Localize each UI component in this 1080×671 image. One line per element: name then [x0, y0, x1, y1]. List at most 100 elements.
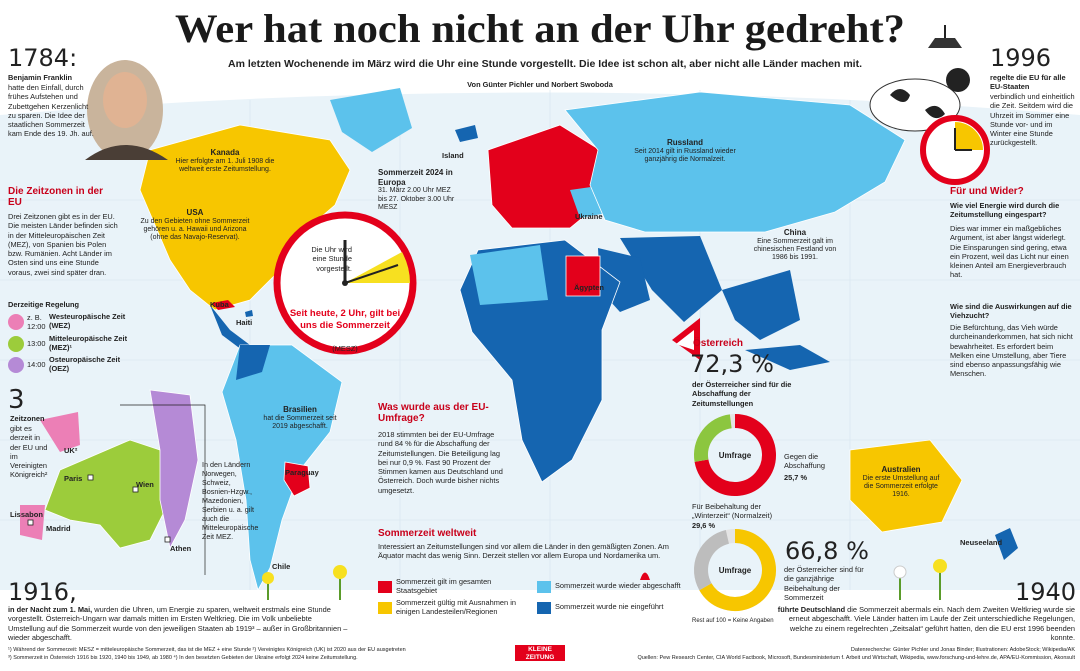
note-title: China — [783, 228, 807, 237]
text: in der Nacht zum 1. Mai, wurden die Uhre… — [8, 605, 348, 642]
donut-segment — [694, 530, 730, 591]
answer: Die Befürchtung, das Vieh würde durchein… — [950, 323, 1073, 379]
country: Chile — [272, 562, 291, 571]
year: 1940 — [1015, 578, 1077, 606]
zone-swatch — [8, 314, 24, 330]
city: UK² — [64, 446, 78, 455]
text: verbindlich und einheitlich die Zeit. Se… — [990, 92, 1075, 148]
note-text: Die erste Umstellung auf die Sommerzeit … — [862, 474, 940, 499]
city: Paris — [64, 474, 83, 483]
text: hatte den Einfall, durch frühes Aufstehe… — [8, 83, 94, 139]
franklin-portrait — [85, 60, 168, 160]
country: Haiti — [236, 318, 253, 327]
logo: KLEINE ZEITUNG — [525, 646, 555, 662]
winter-text: Für Beibehaltung der „Winterzeit“ (Norma… — [692, 502, 773, 521]
credits: Datenrecherche: Günter Pichler und Jonas… — [850, 647, 1075, 653]
bold: Zeitzonen — [10, 414, 45, 423]
zone-legend: z. B. 12:00 Westeuropäische Zeit (WEZ) 13:… — [8, 313, 128, 377]
number: 3 — [8, 385, 25, 415]
paraguay — [283, 461, 311, 497]
legend-swatch — [537, 601, 551, 614]
country: Kuba — [210, 300, 229, 309]
cuba — [212, 300, 235, 310]
iceland — [455, 125, 478, 142]
zone-label: Mitteleuropäische Zeit (MEZ)¹ — [49, 334, 128, 352]
question: Wie viel Energie wird durch die Zeitumst… — [950, 201, 1060, 220]
legend-label: Sommerzeit wurde wieder abgeschafft — [555, 581, 681, 591]
sources: Quellen: Pew Research Center, CIA World … — [637, 655, 1075, 661]
haiti — [245, 310, 253, 317]
bold: in der Nacht zum 1. Mai, — [8, 605, 93, 614]
note: Kanada Hier erfolgte am 1. Juli 1908 die … — [175, 148, 275, 174]
note: Brasilien hat die Sommerzeit seit 2019 ab… — [260, 405, 340, 431]
zone-swatch — [8, 356, 24, 373]
zone-time: 13:00 — [27, 339, 46, 349]
zone-item: 14:00 Osteuropäische Zeit (OEZ) — [8, 355, 128, 373]
summer-value: 66,8 % — [785, 537, 869, 565]
country: Paraguay — [285, 468, 319, 477]
pro-contra-title: Für und Wider? — [950, 186, 1024, 197]
footnote: ¹) Während der Sommerzeit: MESZ = mittel… — [8, 647, 406, 653]
body: wurden die Uhren, um Energie zu sparen, … — [8, 605, 348, 642]
note-text: Hier erfolgte am 1. Juli 1908 die weltwe… — [175, 157, 275, 173]
note-title: Kanada — [210, 148, 240, 157]
against-value: 25,7 % — [784, 473, 808, 482]
bold: regelte die EU für alle EU-Staaten — [990, 73, 1066, 92]
legend-swatch — [378, 601, 392, 614]
note-text: Seit 2014 gilt in Russland wieder ganzjä… — [634, 147, 736, 163]
south-asia — [620, 236, 722, 322]
legend-label: Sommerzeit wurde nie eingeführt — [555, 602, 664, 612]
country: Neuseeland — [960, 538, 1003, 547]
zone-time: 14:00 — [27, 360, 46, 370]
south-america — [221, 344, 343, 592]
winter-value: 29,6 % — [692, 521, 716, 530]
greenland — [330, 88, 412, 152]
note-text: 31. März 2.00 Uhr MEZ bis 27. Oktober 3.… — [378, 187, 455, 211]
north-america — [139, 124, 351, 311]
flowers — [262, 559, 947, 600]
indonesia — [745, 345, 830, 370]
zone-time: z. B. 12:00 — [27, 313, 46, 331]
cow-and-clock — [869, 25, 990, 185]
note: Australien Die erste Umstellung auf die S… — [862, 465, 940, 500]
zone-item: 13:00 Mitteleuropäische Zeit (MEZ)¹ — [8, 334, 128, 352]
worldwide-title: Sommerzeit weltweit — [378, 528, 477, 539]
survey-text: 2018 stimmten bei der EU-Umfrage rund 84… — [378, 430, 503, 495]
legend-swatch — [537, 580, 551, 593]
clock-graphic — [273, 211, 417, 355]
austria-footnote: Rest auf 100 = Keine Angaben — [692, 618, 774, 624]
summer-text: der Österreicher sind für die ganzjährig… — [784, 565, 864, 602]
zones-title: Die Zeitzonen in der EU — [8, 186, 104, 208]
note: USA Zu den Gebieten ohne Sommerzeit gehör… — [140, 208, 250, 243]
note-text: Zu den Gebieten ohne Sommerzeit gehören … — [140, 217, 250, 242]
worldwide-text: Interessiert an Zeitumstellungen sind vo… — [378, 542, 669, 561]
note-title: Russland — [666, 138, 703, 147]
note-title: Australien — [881, 465, 921, 474]
against-text: Gegen die Abschaffung — [784, 452, 825, 471]
egypt — [565, 255, 601, 297]
subtitle: Am letzten Wochenende im März wird die U… — [227, 58, 863, 70]
year: 1916, — [8, 578, 77, 606]
north-africa — [470, 245, 548, 305]
abolish-value: 72,3 % — [690, 350, 774, 378]
country: Island — [442, 151, 464, 160]
survey-title: Was wurde aus der EU-Umfrage? — [378, 402, 489, 424]
name: Benjamin Franklin — [8, 73, 73, 82]
note-title: USA — [186, 208, 204, 217]
legend-item: Sommerzeit gilt im gesamten Staatsgebiet — [378, 577, 529, 595]
europe-inset — [20, 389, 206, 575]
asia — [564, 91, 906, 233]
question: Wie sind die Auswirkungen auf die Viehzu… — [950, 302, 1072, 321]
non-eu-note: In den Ländern Norwegen, Schweiz, Bosnie… — [202, 460, 259, 541]
zone-label: Osteuropäische Zeit (OEZ) — [49, 355, 121, 373]
text: führte Deutschland die Sommerzeit aberma… — [765, 605, 1075, 642]
country: Ägypten — [574, 283, 604, 292]
body: die Sommerzeit abermals ein. Nach dem Zw… — [788, 605, 1075, 642]
city: Wien — [136, 480, 154, 489]
legend-item: Sommerzeit gültig mit Ausnahmen in einig… — [378, 598, 529, 616]
clock-big: Seit heute, 2 Uhr, gilt bei uns die Somm… — [289, 308, 401, 331]
note: China Eine Sommerzeit galt im chinesische… — [750, 228, 840, 263]
note-title: Brasilien — [283, 405, 317, 414]
